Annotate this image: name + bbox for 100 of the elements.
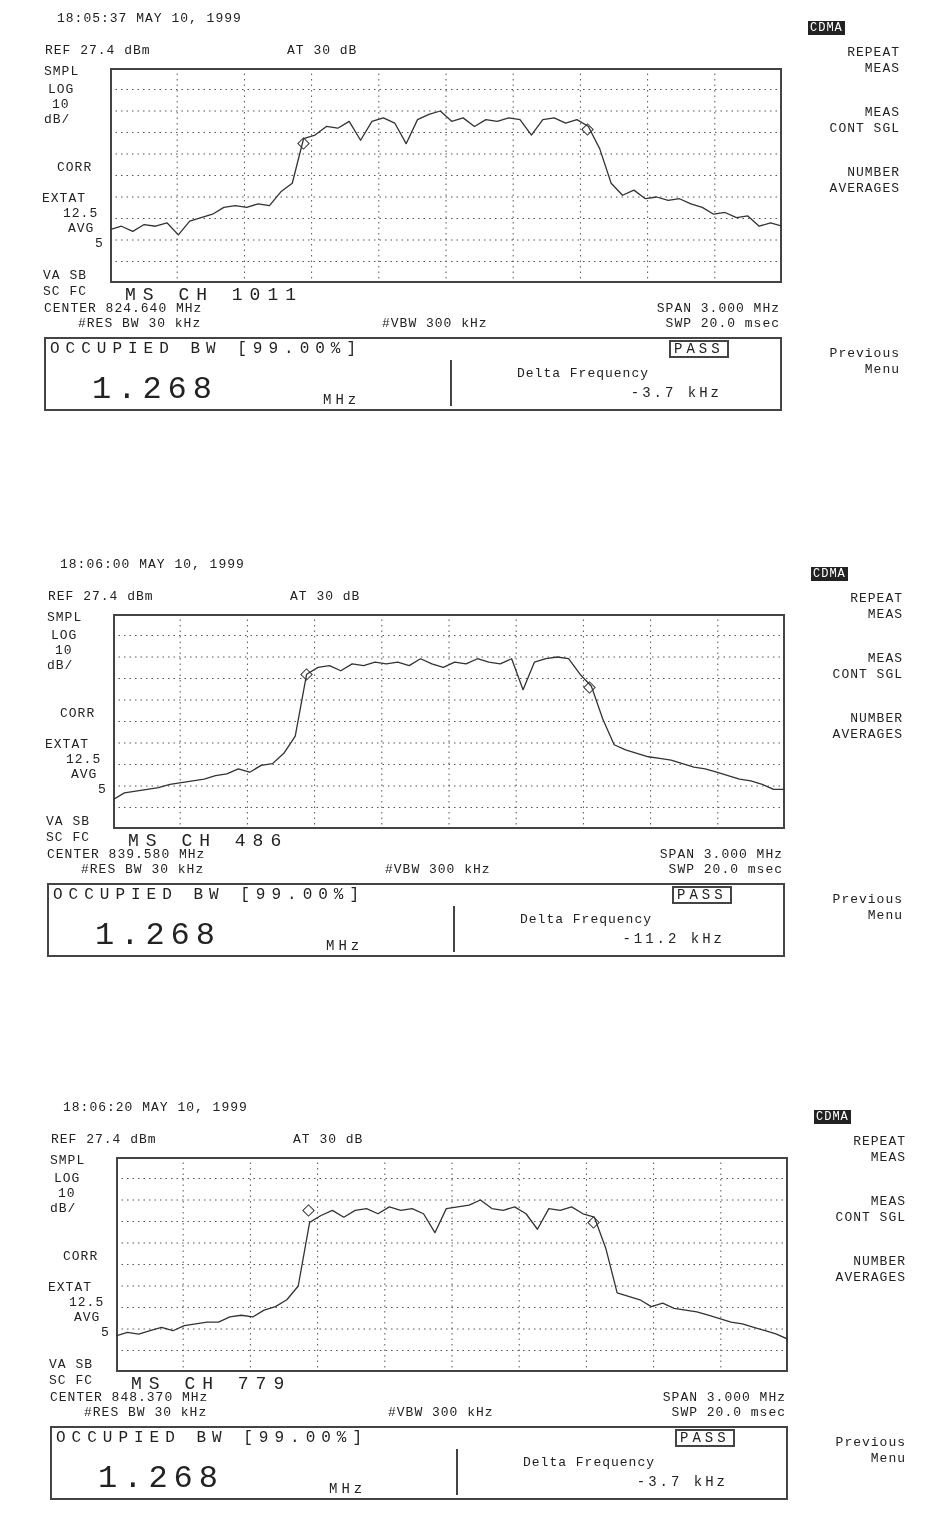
text: MEAS [870, 1150, 906, 1165]
text: 10 [58, 1186, 76, 1201]
text: Delta Frequency [523, 1455, 656, 1470]
text: CORR [60, 706, 96, 721]
text: OCCUPIED BW [99.00%] [50, 340, 363, 358]
text: -3.7 kHz [630, 385, 722, 401]
text: CORR [57, 160, 93, 175]
text: AVERAGES [829, 181, 900, 196]
text: AVG [74, 1310, 101, 1325]
text: PASS [675, 1429, 735, 1447]
text: 5 [101, 1325, 110, 1340]
chart-title: 18:06:20 MAY 10, 1999 [63, 1100, 248, 1115]
text: Delta Frequency [520, 912, 653, 927]
text: EXTAT [48, 1280, 93, 1295]
text: CDMA [808, 21, 845, 35]
text: EXTAT [45, 737, 90, 752]
text: 12.5 [63, 206, 99, 221]
text: SPAN 3.000 MHz [659, 847, 783, 862]
chart-title: 18:05:37 MAY 10, 1999 [57, 11, 242, 26]
text: EXTAT [42, 191, 87, 206]
text: SC FC [46, 830, 91, 845]
text: Menu [870, 1451, 906, 1466]
text: 5 [98, 782, 107, 797]
text: VA SB [43, 268, 88, 283]
text: #RES BW 30 kHz [81, 862, 205, 877]
text: SMPL [47, 610, 83, 625]
text: PASS [672, 886, 732, 904]
text: MHz [329, 1481, 367, 1497]
text: SWP 20.0 msec [671, 1405, 786, 1420]
text: #RES BW 30 kHz [84, 1405, 208, 1420]
text: REPEAT [847, 45, 900, 60]
text: CONT SGL [829, 121, 900, 136]
text: #VBW 300 kHz [388, 1405, 494, 1420]
text: 12.5 [69, 1295, 105, 1310]
text: 12.5 [66, 752, 102, 767]
text: NUMBER [847, 165, 900, 180]
text: Menu [867, 908, 903, 923]
text: SMPL [50, 1153, 86, 1168]
text: CONT SGL [835, 1210, 906, 1225]
text: SPAN 3.000 MHz [656, 301, 780, 316]
text: OCCUPIED BW [99.00%] [56, 1429, 369, 1447]
text: SC FC [43, 284, 88, 299]
text: dB/ [50, 1201, 77, 1216]
text: CENTER 848.370 MHz [50, 1390, 209, 1405]
text: SC FC [49, 1373, 94, 1388]
text: MHz [326, 938, 364, 954]
text: CDMA [811, 567, 848, 581]
text: 10 [55, 643, 73, 658]
text: dB/ [47, 658, 74, 673]
text: #VBW 300 kHz [382, 316, 488, 331]
text: SMPL [44, 64, 80, 79]
text: AVG [71, 767, 98, 782]
text: LOG [48, 82, 75, 97]
text: #RES BW 30 kHz [78, 316, 202, 331]
text: Delta Frequency [517, 366, 650, 381]
text: CONT SGL [832, 667, 903, 682]
text: NUMBER [853, 1254, 906, 1269]
text: REF 27.4 dBm [48, 589, 154, 604]
text: REPEAT [853, 1134, 906, 1149]
text: 1.268 [92, 371, 219, 408]
text: Previous [835, 1435, 906, 1450]
text: REF 27.4 dBm [51, 1132, 157, 1147]
text: Previous [829, 346, 900, 361]
text: 5 [95, 236, 104, 251]
text: MEAS [864, 61, 900, 76]
text: AVERAGES [832, 727, 903, 742]
text: 1.268 [95, 917, 222, 954]
text: SWP 20.0 msec [665, 316, 780, 331]
text: -11.2 kHz [622, 931, 725, 947]
text: 10 [52, 97, 70, 112]
text: CENTER 839.580 MHz [47, 847, 206, 862]
text: LOG [51, 628, 78, 643]
text: #VBW 300 kHz [385, 862, 491, 877]
text: LOG [54, 1171, 81, 1186]
text: SPAN 3.000 MHz [662, 1390, 786, 1405]
text: dB/ [44, 112, 71, 127]
text: AT 30 dB [287, 43, 358, 58]
text: AVG [68, 221, 95, 236]
text: CDMA [814, 1110, 851, 1124]
text: REPEAT [850, 591, 903, 606]
text: Previous [832, 892, 903, 907]
text: OCCUPIED BW [99.00%] [53, 886, 366, 904]
chart-title: 18:06:00 MAY 10, 1999 [60, 557, 245, 572]
text: Menu [864, 362, 900, 377]
text: MEAS [864, 105, 900, 120]
text: VA SB [49, 1357, 94, 1372]
text: MEAS [867, 651, 903, 666]
text: MEAS [867, 607, 903, 622]
text: REF 27.4 dBm [45, 43, 151, 58]
text: AT 30 dB [293, 1132, 364, 1147]
text: AVERAGES [835, 1270, 906, 1285]
text: -3.7 kHz [636, 1474, 728, 1490]
text: CENTER 824.640 MHz [44, 301, 203, 316]
text: CORR [63, 1249, 99, 1264]
text: MEAS [870, 1194, 906, 1209]
text: AT 30 dB [290, 589, 361, 604]
text: SWP 20.0 msec [668, 862, 783, 877]
text: PASS [669, 340, 729, 358]
text: NUMBER [850, 711, 903, 726]
text: MHz [323, 392, 361, 408]
